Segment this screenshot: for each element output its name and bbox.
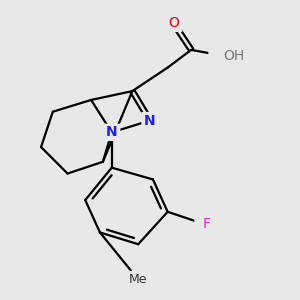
Text: Me: Me <box>129 273 148 286</box>
FancyBboxPatch shape <box>208 47 239 64</box>
FancyBboxPatch shape <box>194 215 212 232</box>
FancyBboxPatch shape <box>124 271 152 288</box>
FancyBboxPatch shape <box>165 15 182 32</box>
Text: O: O <box>168 16 179 30</box>
FancyBboxPatch shape <box>103 124 120 141</box>
Text: N: N <box>144 114 156 128</box>
Text: OH: OH <box>224 49 245 63</box>
FancyBboxPatch shape <box>141 112 159 129</box>
Text: F: F <box>203 217 211 231</box>
Text: N: N <box>106 125 118 139</box>
